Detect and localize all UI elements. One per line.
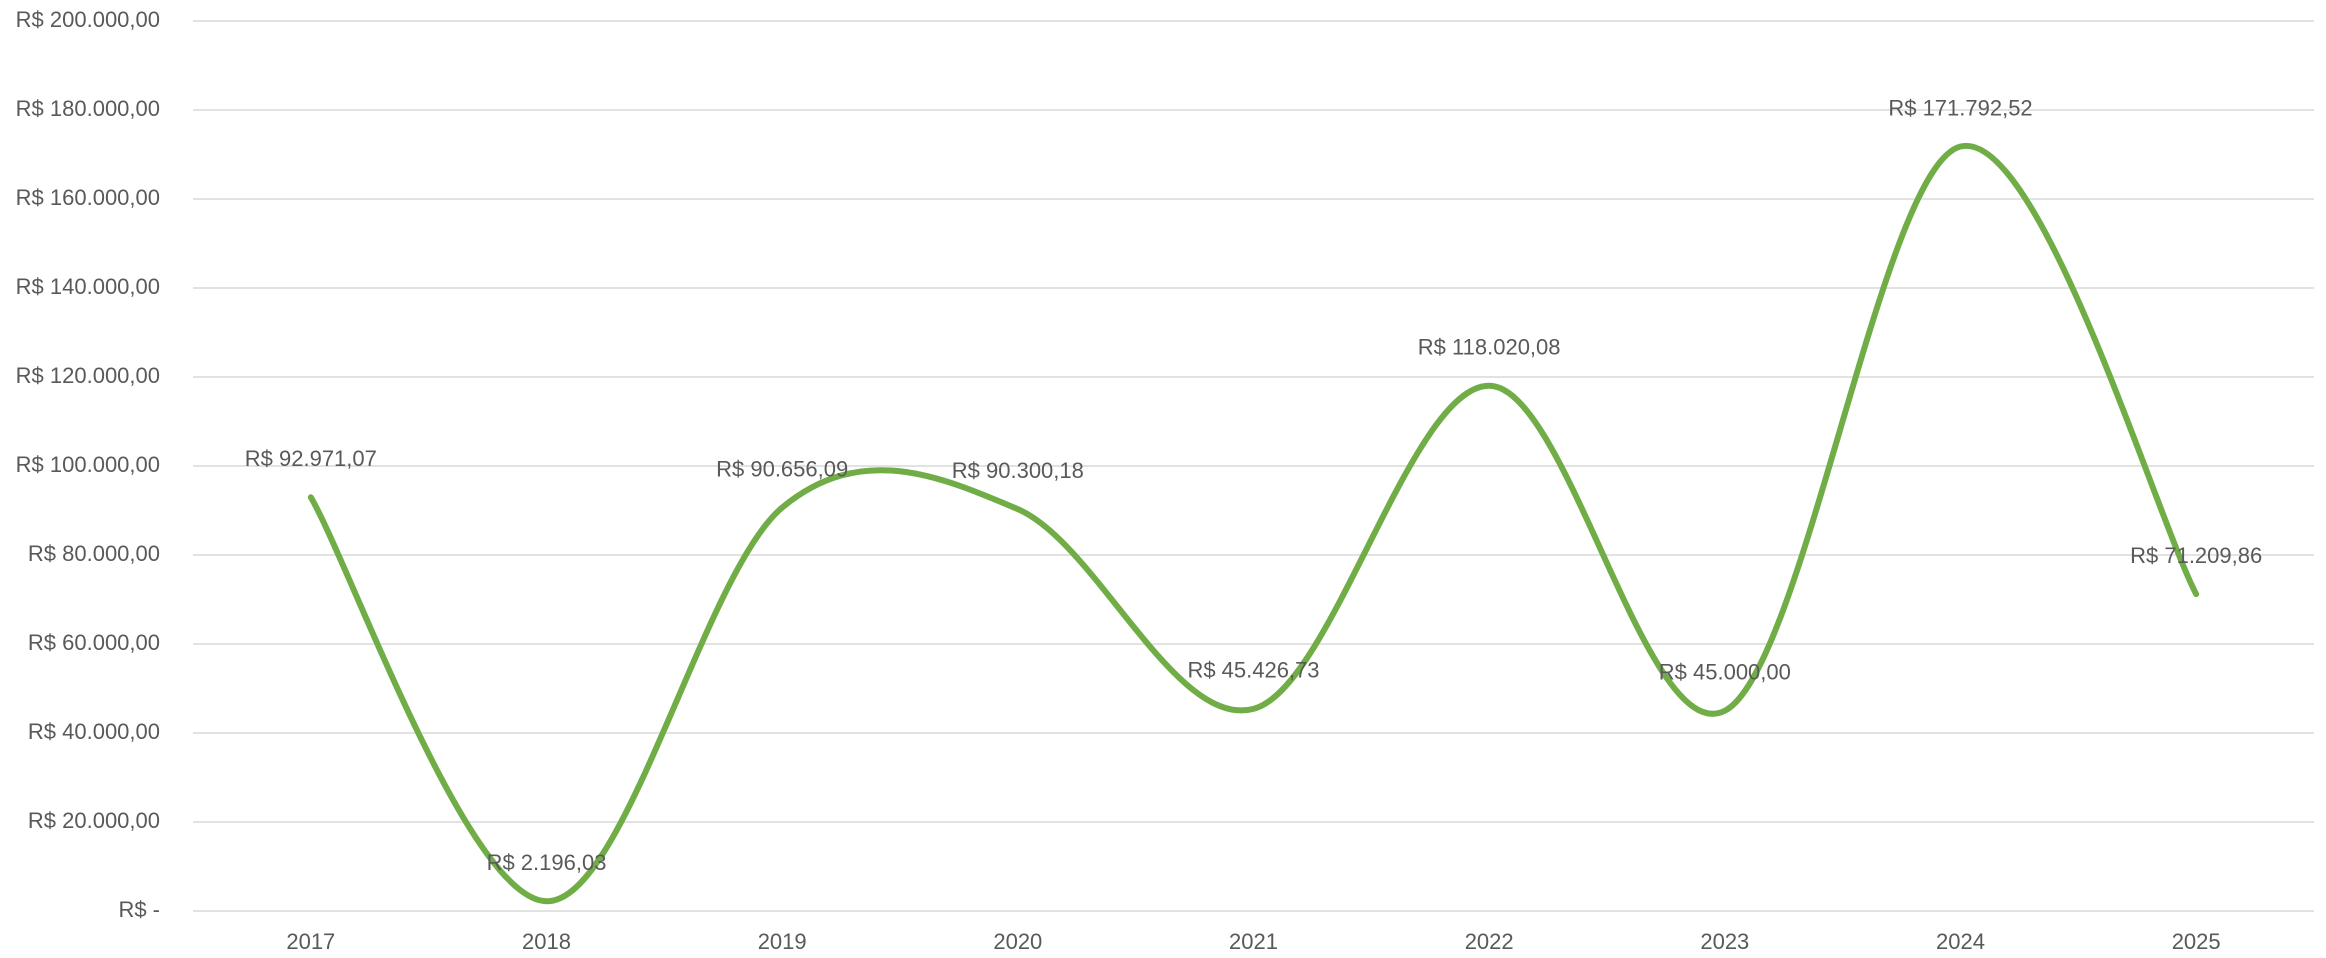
x-tick-label: 2023 xyxy=(1700,929,1749,954)
y-tick-label: R$ 120.000,00 xyxy=(16,363,160,388)
x-tick-label: 2021 xyxy=(1229,929,1278,954)
y-tick-label: R$ 60.000,00 xyxy=(28,630,160,655)
data-label: R$ 90.656,09 xyxy=(716,456,848,481)
y-tick-label: R$ 140.000,00 xyxy=(16,274,160,299)
data-label: R$ 45.426,73 xyxy=(1187,658,1319,683)
x-tick-label: 2020 xyxy=(993,929,1042,954)
x-tick-label: 2024 xyxy=(1936,929,1985,954)
y-tick-label: R$ 100.000,00 xyxy=(16,452,160,477)
data-label: R$ 92.971,07 xyxy=(245,446,377,471)
data-line xyxy=(307,143,2200,905)
data-label: R$ 45.000,00 xyxy=(1659,660,1791,685)
y-tick-label: R$ 160.000,00 xyxy=(16,185,160,210)
x-tick-label: 2022 xyxy=(1465,929,1514,954)
data-label: R$ 2.196,03 xyxy=(487,850,607,875)
data-label: R$ 71.209,86 xyxy=(2130,543,2262,568)
data-label: R$ 118.020,08 xyxy=(1418,335,1561,360)
y-tick-label: R$ 80.000,00 xyxy=(28,541,160,566)
x-tick-label: 2019 xyxy=(758,929,807,954)
x-tick-label: 2018 xyxy=(522,929,571,954)
x-tick-label: 2017 xyxy=(286,929,335,954)
data-label: R$ 90.300,18 xyxy=(952,458,1084,483)
y-tick-label: R$ 200.000,00 xyxy=(16,7,160,32)
y-tick-label: R$ - xyxy=(118,897,160,922)
y-tick-label: R$ 20.000,00 xyxy=(28,808,160,833)
y-tick-label: R$ 40.000,00 xyxy=(28,719,160,744)
y-tick-label: R$ 180.000,00 xyxy=(16,96,160,121)
x-tick-label: 2025 xyxy=(2172,929,2221,954)
data-label: R$ 171.792,52 xyxy=(1888,95,2032,120)
